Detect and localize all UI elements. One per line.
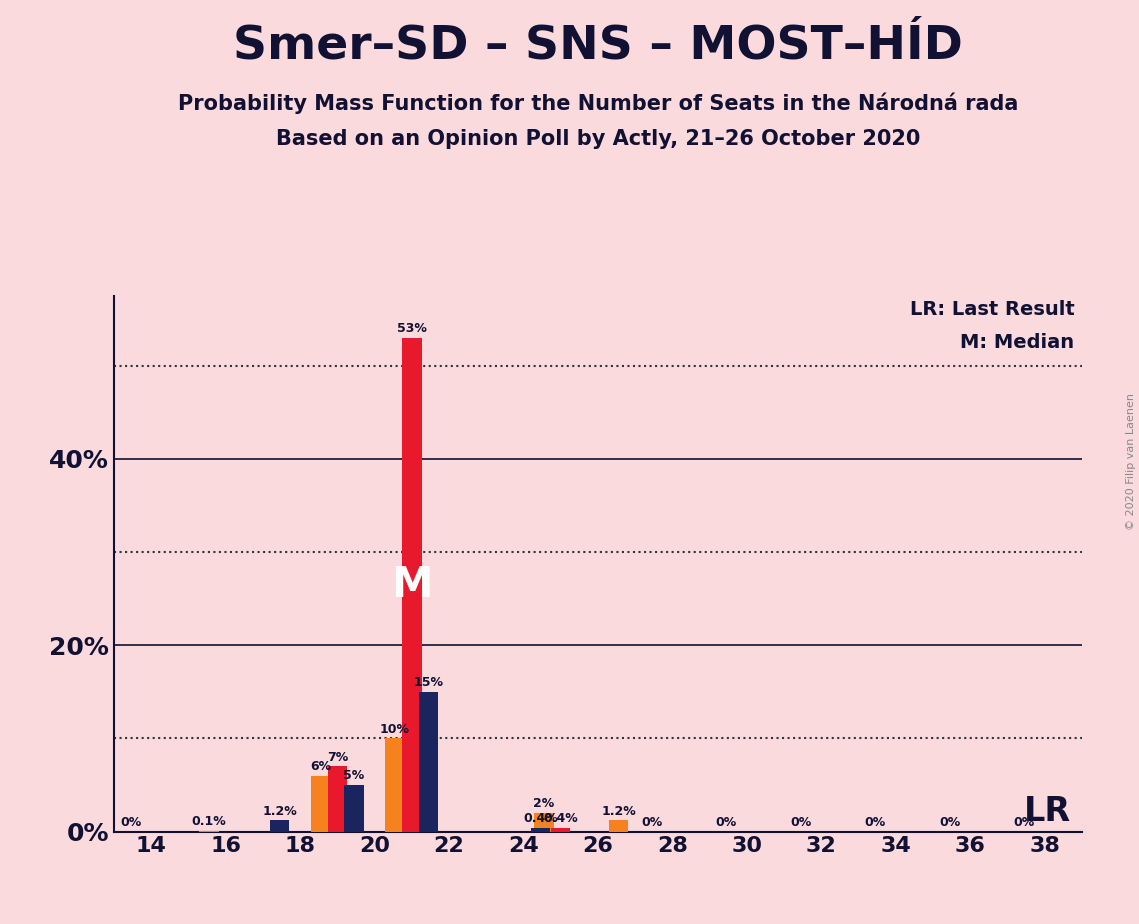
Text: 53%: 53%: [396, 322, 427, 334]
Text: 15%: 15%: [413, 676, 443, 689]
Text: 0.4%: 0.4%: [543, 812, 579, 825]
Text: 0%: 0%: [790, 816, 812, 829]
Text: 10%: 10%: [380, 723, 410, 736]
Text: 0.1%: 0.1%: [191, 815, 227, 828]
Text: 2%: 2%: [533, 797, 555, 810]
Text: 7%: 7%: [327, 750, 347, 763]
Text: LR: LR: [1024, 795, 1071, 828]
Text: 0%: 0%: [120, 816, 141, 829]
Bar: [419, 692, 439, 832]
Text: M: M: [391, 564, 433, 605]
Text: 6%: 6%: [310, 760, 331, 772]
Text: 1.2%: 1.2%: [262, 805, 297, 818]
Text: Probability Mass Function for the Number of Seats in the Národná rada: Probability Mass Function for the Number…: [178, 92, 1018, 114]
Bar: [385, 738, 404, 832]
Bar: [344, 785, 363, 832]
Text: © 2020 Filip van Laenen: © 2020 Filip van Laenen: [1126, 394, 1136, 530]
Text: M: Median: M: Median: [960, 333, 1074, 352]
Bar: [402, 337, 421, 832]
Bar: [608, 821, 629, 832]
Text: 0%: 0%: [715, 816, 737, 829]
Text: 1.2%: 1.2%: [601, 805, 636, 818]
Bar: [270, 821, 289, 832]
Bar: [534, 813, 554, 832]
Bar: [551, 828, 571, 832]
Text: 0%: 0%: [641, 816, 663, 829]
Text: 0%: 0%: [1014, 816, 1035, 829]
Text: LR: Last Result: LR: Last Result: [910, 300, 1074, 320]
Bar: [199, 831, 219, 832]
Text: 0.4%: 0.4%: [523, 812, 558, 825]
Text: 0%: 0%: [940, 816, 960, 829]
Text: 5%: 5%: [344, 769, 364, 783]
Bar: [311, 775, 330, 832]
Text: 0%: 0%: [865, 816, 886, 829]
Bar: [328, 766, 347, 832]
Bar: [531, 828, 550, 832]
Text: Based on an Opinion Poll by Actly, 21–26 October 2020: Based on an Opinion Poll by Actly, 21–26…: [276, 129, 920, 150]
Text: Smer–SD – SNS – MOST–HÍD: Smer–SD – SNS – MOST–HÍD: [233, 23, 962, 68]
